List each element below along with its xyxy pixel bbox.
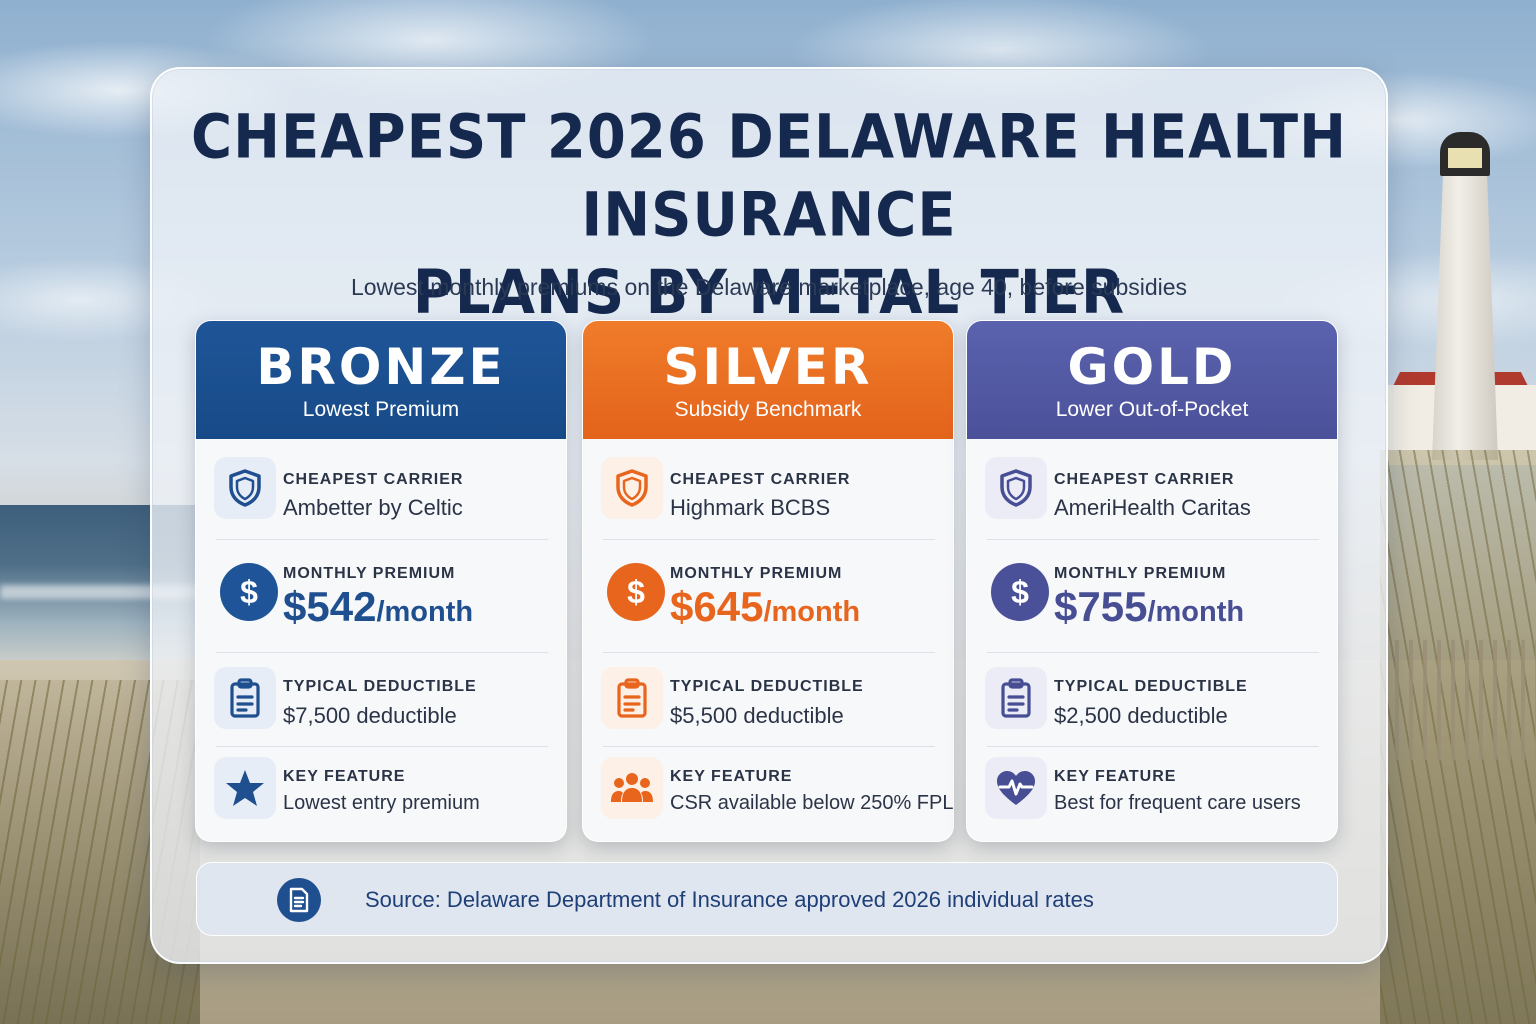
premium-label: MONTHLY PREMIUM (283, 565, 456, 582)
row-divider (987, 746, 1319, 747)
monthly-premium: $755/month (1054, 583, 1244, 631)
premium-unit: /month (1147, 596, 1245, 628)
row-divider (603, 746, 935, 747)
premium-amount: $645 (670, 583, 764, 630)
clipboard-icon (601, 667, 663, 729)
premium-amount: $542 (283, 583, 377, 630)
sand-fence (1395, 640, 1536, 760)
carrier-label: CHEAPEST CARRIER (283, 471, 464, 488)
deductible-label: TYPICAL DEDUCTIBLE (283, 678, 477, 695)
heartbeat-icon (985, 757, 1047, 819)
row-divider (216, 652, 548, 653)
premium-unit: /month (763, 596, 861, 628)
star-icon (214, 757, 276, 819)
dollar-icon: $ (607, 563, 665, 621)
carrier-label: CHEAPEST CARRIER (1054, 471, 1235, 488)
dollar-icon: $ (220, 563, 278, 621)
tier-card-gold: GOLD Lower Out-of-Pocket CHEAPEST CARRIE… (966, 320, 1338, 842)
monthly-premium: $542/month (283, 583, 473, 631)
row-divider (603, 539, 935, 540)
clipboard-icon (214, 667, 276, 729)
premium-amount: $755 (1054, 583, 1148, 630)
feature-label: KEY FEATURE (283, 768, 406, 785)
deductible-value: $7,500 deductible (283, 703, 457, 728)
monthly-premium: $645/month (670, 583, 860, 631)
deductible-label: TYPICAL DEDUCTIBLE (1054, 678, 1248, 695)
row-divider (216, 539, 548, 540)
tier-tagline: Lowest Premium (302, 398, 460, 421)
lighthouse-window (1448, 148, 1482, 168)
feature-label: KEY FEATURE (1054, 768, 1177, 785)
carrier-value: Ambetter by Celtic (283, 495, 463, 520)
shield-icon (985, 457, 1047, 519)
feature-value: Best for frequent care users (1054, 792, 1301, 814)
tier-header: BRONZE Lowest Premium (196, 321, 566, 439)
deductible-value: $2,500 deductible (1054, 703, 1228, 728)
tier-name: GOLD (1067, 338, 1237, 396)
tier-card-silver: SILVER Subsidy Benchmark CHEAPEST CARRIE… (582, 320, 954, 842)
carrier-label: CHEAPEST CARRIER (670, 471, 851, 488)
tier-name: SILVER (663, 338, 873, 396)
premium-label: MONTHLY PREMIUM (1054, 565, 1227, 582)
feature-label: KEY FEATURE (670, 768, 793, 785)
people-icon (601, 757, 663, 819)
title-line-1: CHEAPEST 2026 DELAWARE HEALTH INSURANCE (191, 102, 1347, 251)
tier-card-bronze: BRONZE Lowest Premium CHEAPEST CARRIER A… (195, 320, 567, 842)
tier-header: SILVER Subsidy Benchmark (583, 321, 953, 439)
feature-value: Lowest entry premium (283, 792, 480, 814)
title-line-2: PLANS BY METAL TIER (412, 258, 1126, 329)
premium-label: MONTHLY PREMIUM (670, 565, 843, 582)
row-divider (987, 539, 1319, 540)
deductible-value: $5,500 deductible (670, 703, 844, 728)
tier-name: BRONZE (256, 338, 506, 396)
page-subtitle: Lowest monthly premiums on the Delaware … (350, 274, 1188, 300)
tier-header: GOLD Lower Out-of-Pocket (967, 321, 1337, 439)
document-icon (277, 878, 321, 922)
page-title: CHEAPEST 2026 DELAWARE HEALTH INSURANCE … (150, 99, 1388, 332)
premium-unit: /month (376, 596, 474, 628)
tier-tagline: Subsidy Benchmark (674, 398, 862, 421)
shield-icon (214, 457, 276, 519)
carrier-value: AmeriHealth Caritas (1054, 495, 1251, 520)
source-bar: Source: Delaware Department of Insurance… (196, 862, 1338, 936)
lighthouse-tower (1432, 150, 1498, 460)
dollar-icon: $ (991, 563, 1049, 621)
carrier-value: Highmark BCBS (670, 495, 831, 520)
source-text: Source: Delaware Department of Insurance… (365, 887, 1094, 912)
row-divider (216, 746, 548, 747)
clipboard-icon (985, 667, 1047, 729)
tier-tagline: Lower Out-of-Pocket (1055, 398, 1249, 421)
shield-icon (601, 457, 663, 519)
deductible-label: TYPICAL DEDUCTIBLE (670, 678, 864, 695)
row-divider (603, 652, 935, 653)
row-divider (987, 652, 1319, 653)
feature-value: CSR available below 250% FPL (670, 792, 954, 814)
